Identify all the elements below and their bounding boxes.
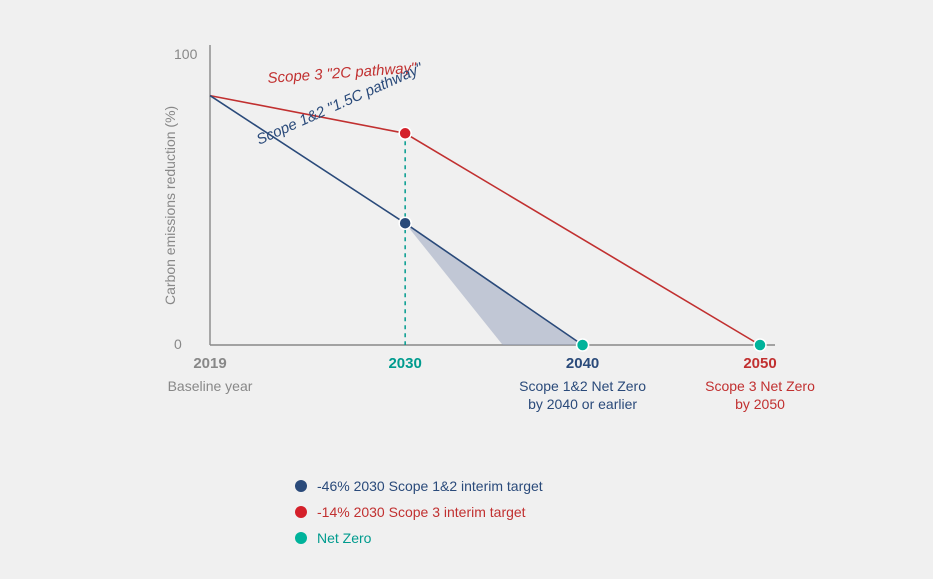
legend-label: Net Zero <box>317 530 371 546</box>
x-year-label: 2030 <box>375 355 435 372</box>
legend-dot <box>295 480 307 492</box>
emissions-pathway-chart: 0 100 Carbon emissions reduction (%) 2019 Ba… <box>0 0 933 579</box>
legend-item: Net Zero <box>295 530 543 546</box>
x-year-label: 2050 <box>730 355 790 372</box>
x-year-sub: Scope 1&2 Net Zeroby 2040 or earlier <box>503 377 663 413</box>
y-axis-title: Carbon emissions reduction (%) <box>162 106 178 305</box>
y-tick-label: 0 <box>174 336 182 352</box>
x-year-sub: Scope 3 Net Zeroby 2050 <box>680 377 840 413</box>
legend-label: -14% 2030 Scope 3 interim target <box>317 504 526 520</box>
x-year-label: 2040 <box>553 355 613 372</box>
legend-item: -14% 2030 Scope 3 interim target <box>295 504 543 520</box>
legend: -46% 2030 Scope 1&2 interim target -14% 2… <box>295 478 543 556</box>
y-tick-label: 100 <box>174 46 197 62</box>
legend-dot <box>295 506 307 518</box>
x-year-label: 2019 <box>180 355 240 372</box>
legend-dot <box>295 532 307 544</box>
legend-label: -46% 2030 Scope 1&2 interim target <box>317 478 543 494</box>
x-year-sub: Baseline year <box>130 377 290 395</box>
legend-item: -46% 2030 Scope 1&2 interim target <box>295 478 543 494</box>
